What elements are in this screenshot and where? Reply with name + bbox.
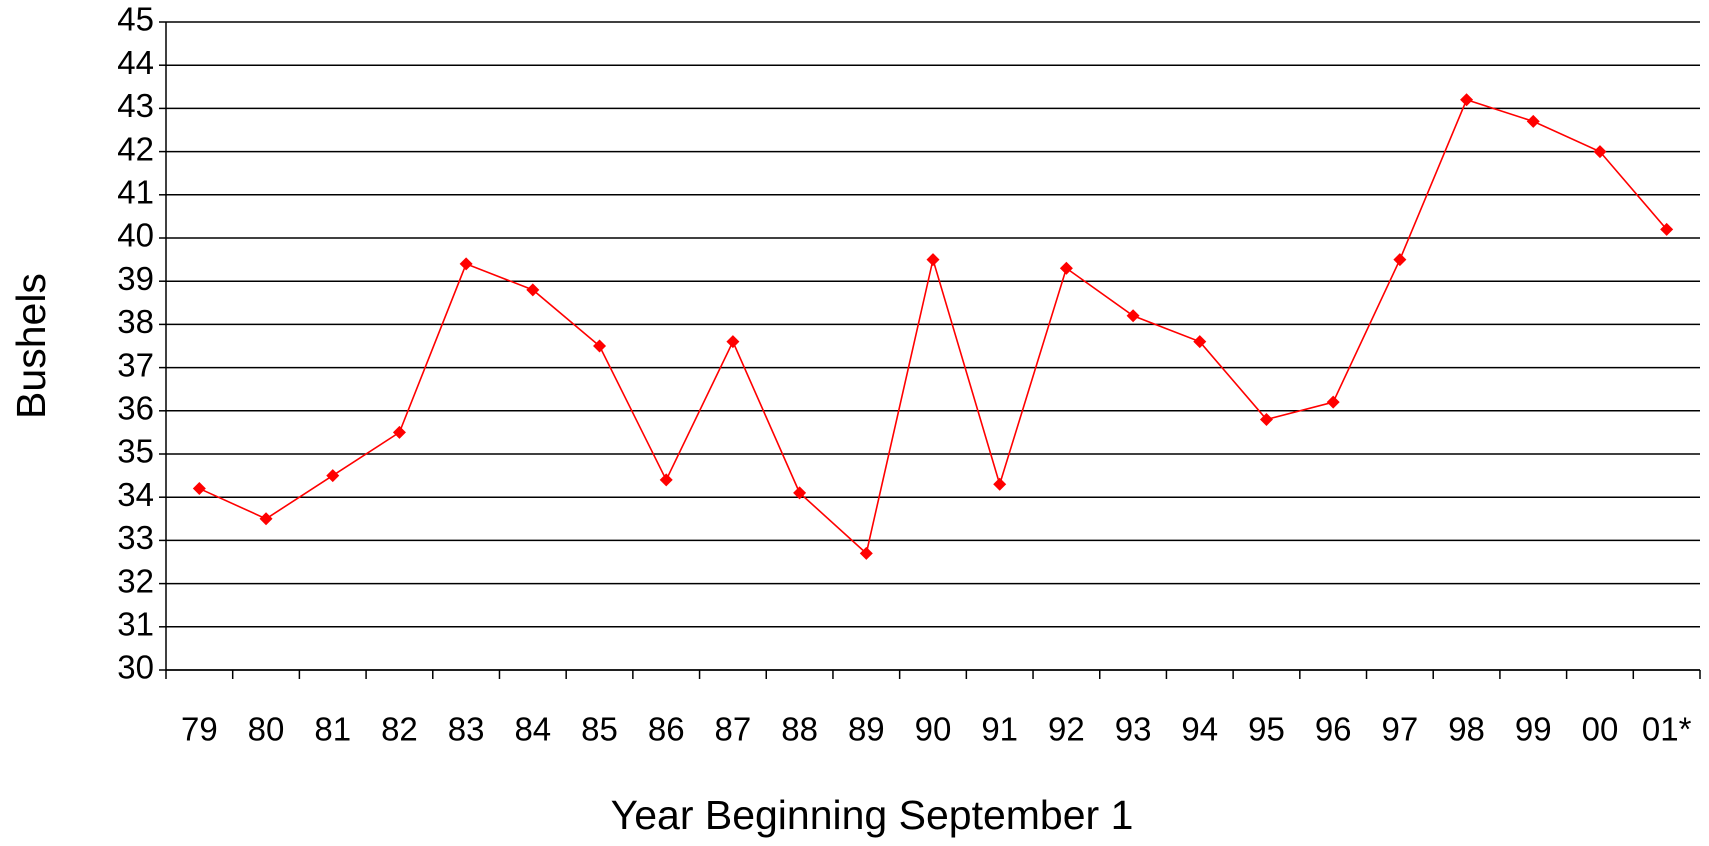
x-tick-label: 88 — [781, 711, 818, 748]
x-tick-label: 92 — [1048, 711, 1085, 748]
y-tick-label: 42 — [117, 130, 154, 167]
y-tick-label: 36 — [117, 390, 154, 427]
x-tick-label: 93 — [1115, 711, 1152, 748]
data-point — [1059, 261, 1073, 275]
data-point — [1126, 309, 1140, 323]
data-point — [1259, 412, 1273, 426]
x-tick-label: 86 — [648, 711, 685, 748]
data-point — [993, 477, 1007, 491]
y-tick-label: 41 — [117, 174, 154, 211]
y-tick-label: 39 — [117, 260, 154, 297]
x-tick-label: 01* — [1642, 711, 1692, 748]
data-point — [459, 257, 473, 271]
data-point — [659, 473, 673, 487]
y-axis-title: Bushels — [8, 273, 54, 419]
x-tick-label: 91 — [981, 711, 1018, 748]
data-point — [1593, 145, 1607, 159]
y-tick-label: 40 — [117, 217, 154, 254]
data-point — [1193, 335, 1207, 349]
data-point — [793, 486, 807, 500]
y-tick-label: 30 — [117, 649, 154, 686]
x-tick-label: 94 — [1181, 711, 1218, 748]
data-point — [859, 546, 873, 560]
y-tick-label: 31 — [117, 606, 154, 643]
data-line — [199, 98, 1668, 555]
data-point — [1460, 93, 1474, 107]
x-tick-label: 83 — [448, 711, 485, 748]
x-tick-label: 90 — [915, 711, 952, 748]
y-tick-label: 38 — [117, 303, 154, 340]
x-tick-label: 87 — [715, 711, 752, 748]
x-tick-label: 89 — [848, 711, 885, 748]
y-tick-label: 34 — [117, 476, 154, 513]
y-tick-label: 45 — [117, 1, 154, 38]
data-point — [593, 339, 607, 353]
x-tick-label: 00 — [1582, 711, 1619, 748]
data-point — [326, 469, 340, 483]
x-tick-label: 84 — [514, 711, 551, 748]
y-tick-label: 35 — [117, 433, 154, 470]
x-tick-label: 98 — [1448, 711, 1485, 748]
data-point — [1393, 253, 1407, 267]
x-tick-label: 97 — [1382, 711, 1419, 748]
x-tick-label: 85 — [581, 711, 618, 748]
y-tick-label: 33 — [117, 519, 154, 556]
y-tick-label: 44 — [117, 44, 154, 81]
data-point — [726, 335, 740, 349]
y-tick-label: 37 — [117, 346, 154, 383]
x-tick-label: 79 — [181, 711, 218, 748]
x-tick-label: 95 — [1248, 711, 1285, 748]
data-point — [1326, 395, 1340, 409]
x-tick-label: 96 — [1315, 711, 1352, 748]
data-point — [526, 283, 540, 297]
x-axis-title: Year Beginning September 1 — [611, 792, 1134, 838]
data-point — [1526, 114, 1540, 128]
data-point — [259, 512, 273, 526]
x-tick-label: 81 — [314, 711, 351, 748]
data-point — [192, 482, 206, 496]
x-tick-label: 80 — [248, 711, 285, 748]
y-tick-label: 43 — [117, 87, 154, 124]
data-point — [1660, 222, 1674, 236]
x-tick-label: 82 — [381, 711, 418, 748]
x-tick-label: 99 — [1515, 711, 1552, 748]
data-point — [926, 253, 940, 267]
data-point — [392, 425, 406, 439]
y-tick-label: 32 — [117, 562, 154, 599]
